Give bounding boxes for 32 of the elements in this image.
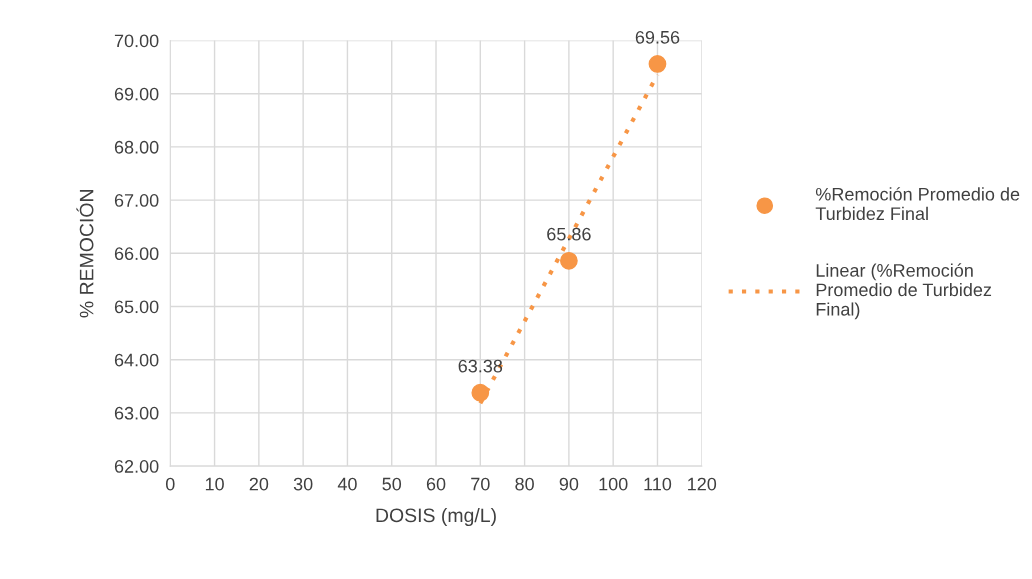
x-tick-label: 80 — [515, 477, 534, 491]
x-tick-label: 40 — [337, 477, 357, 491]
x-tick-label: 20 — [249, 477, 269, 491]
y-tick-label: 66.00 — [114, 247, 159, 261]
x-tick-label: 70 — [471, 477, 490, 491]
point — [471, 383, 490, 402]
y-tick-label: 68.00 — [114, 140, 159, 154]
y-tick-label: 62.00 — [114, 460, 159, 473]
y-tick-label: 70.00 — [114, 34, 159, 48]
x-tick-label: 0 — [165, 477, 175, 491]
x-tick-label: 50 — [382, 477, 402, 491]
y-axis-title: % REMOCIÓN — [76, 190, 94, 318]
x-tick-label: 60 — [426, 477, 446, 491]
data-label: 65.86 — [547, 227, 591, 241]
legend-label: %Remoción Promedio de Turbidez Final — [815, 187, 1020, 221]
y-tick-label: 63.00 — [114, 406, 159, 420]
x-tick-label: 100 — [599, 477, 628, 491]
x-tick-label: 110 — [644, 477, 672, 491]
y-tick-label: 64.00 — [114, 353, 159, 367]
data-label: 63.38 — [458, 359, 503, 373]
y-tick-label: 69.00 — [114, 87, 159, 101]
point — [648, 55, 667, 73]
x-tick-label: 120 — [688, 477, 717, 491]
y-tick-label: 67.00 — [114, 194, 159, 207]
x-axis-title: DOSIS (mg/L) — [376, 507, 496, 527]
x-tick-label: 90 — [559, 477, 579, 491]
legend-label: Linear (%Remoción Promedio de Turbidez Final) — [816, 263, 992, 320]
y-tick-label: 65.00 — [114, 300, 159, 314]
x-tick-label: 30 — [293, 477, 313, 491]
point — [560, 251, 578, 270]
x-tick-label: 10 — [205, 477, 224, 491]
data-label: 69.56 — [635, 30, 680, 44]
